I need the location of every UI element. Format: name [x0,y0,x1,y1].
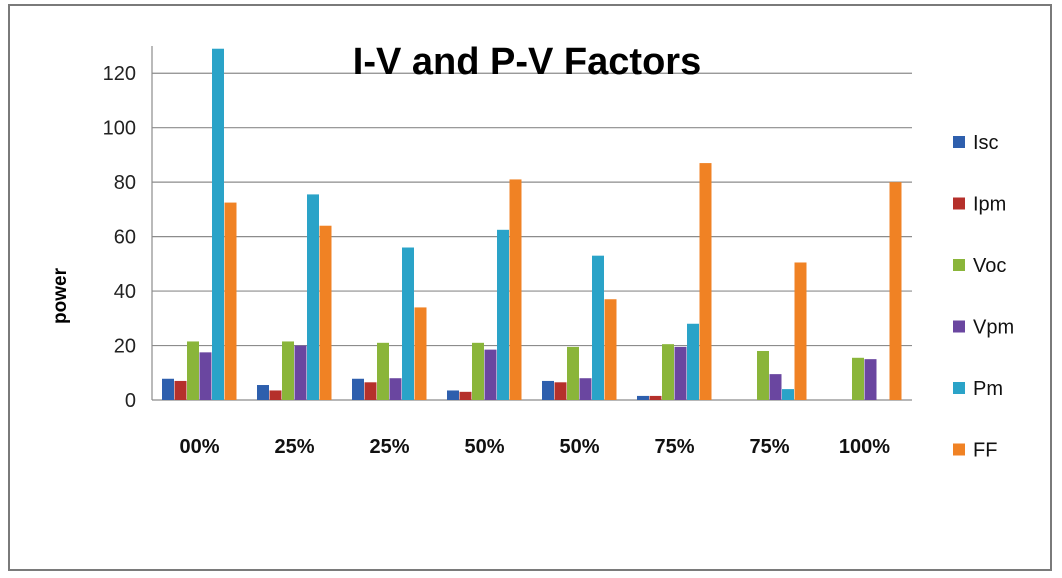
x-tick-label: 75% [749,436,789,458]
bar-pm [782,389,794,400]
bar-vpm [294,345,307,400]
bars [162,48,902,400]
bar-pm [592,255,604,400]
y-tick-label: 120 [103,63,136,85]
bar-ff [604,299,617,400]
bar-isc [447,390,459,400]
bar-ipm [459,391,472,400]
bar-pm [212,48,224,400]
bar-ff [509,179,522,400]
bar-vpm [864,359,877,400]
y-tick-label: 60 [114,227,136,249]
y-tick-label: 80 [114,172,136,194]
x-tick-label: 25% [274,436,314,458]
legend-label-vpm: Vpm [973,317,1014,339]
bar-isc [352,378,364,400]
bar-ff [889,182,902,400]
x-tick-label: 00% [179,436,219,458]
bar-ff [414,307,427,400]
chart-frame: 0 20 40 60 80 100 120 00% 25% 25% 50% 50% 75% 75% 100… [8,4,1052,571]
legend-label-pm: Pm [973,378,1003,400]
legend-swatch-ipm [953,197,965,210]
bar-voc [567,346,579,400]
bar-pm [497,229,509,400]
bar-pm [402,247,414,400]
legend-swatch-ff [953,443,965,456]
bar-chart: 0 20 40 60 80 100 120 00% 25% 25% 50% 50% 75% 75% 100… [50,41,1014,462]
y-tick-labels: 0 20 40 60 80 100 120 [103,63,136,412]
y-tick-label: 20 [114,336,136,358]
legend-label-ipm: Ipm [973,194,1006,216]
bar-isc [162,378,174,400]
bar-voc [662,344,674,400]
legend-label-ff: FF [973,440,997,462]
legend-swatch-vpm [953,320,965,333]
legend-swatch-isc [953,136,965,148]
bar-ipm [364,382,377,400]
bar-ipm [269,390,282,400]
bar-pm [687,323,699,400]
bar-voc [282,341,294,400]
y-tick-label: 40 [114,281,136,303]
bar-voc [187,341,199,400]
bar-ff [699,163,712,400]
bar-voc [472,342,484,400]
bar-voc [757,350,769,400]
bar-voc [852,357,864,400]
y-tick-label: 100 [103,118,136,140]
chart-title: I-V and P-V Factors [353,41,701,83]
bar-ff [794,262,807,400]
bar-vpm [769,374,782,400]
x-tick-labels: 00% 25% 25% 50% 50% 75% 75% 100% [179,436,890,458]
bar-ipm [174,380,187,400]
bar-isc [542,380,554,400]
bar-ff [319,225,332,400]
grid-lines [152,72,912,347]
bar-pm [307,194,319,400]
y-tick-label: 0 [125,390,136,412]
bar-ff [224,202,237,400]
x-tick-label: 25% [369,436,409,458]
bar-vpm [389,378,402,400]
legend-label-isc: Isc [973,132,999,154]
bar-isc [637,395,649,400]
bar-ipm [554,382,567,400]
legend-swatch-voc [953,259,965,271]
y-axis-label: power [50,267,71,324]
x-tick-label: 75% [654,436,694,458]
bar-isc [257,385,269,400]
bar-vpm [579,378,592,400]
x-tick-label: 100% [839,436,890,458]
bar-vpm [484,349,497,400]
x-tick-label: 50% [464,436,504,458]
bar-ipm [649,395,662,400]
bar-vpm [674,346,687,400]
bar-vpm [199,352,212,400]
x-tick-label: 50% [559,436,599,458]
legend: Isc Ipm Voc Vpm Pm FF [953,132,1014,462]
legend-swatch-pm [953,382,965,394]
bar-voc [377,342,389,400]
legend-label-voc: Voc [973,255,1006,277]
